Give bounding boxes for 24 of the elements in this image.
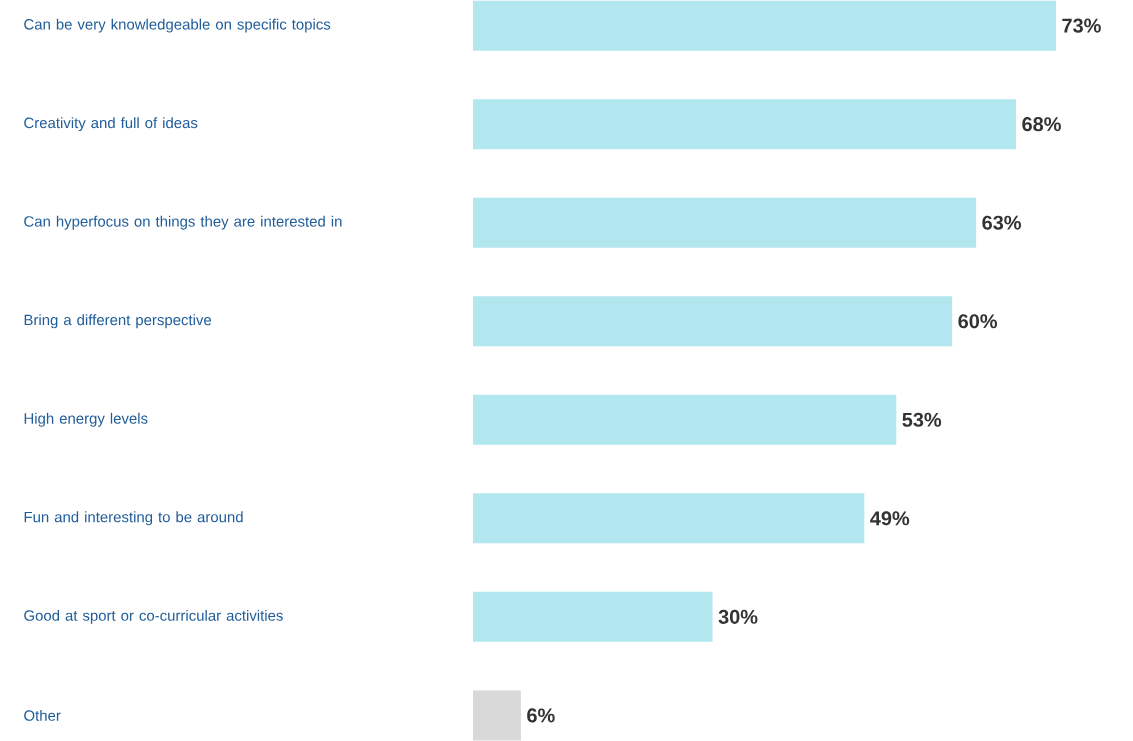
y-tick-label: Good at sport or co-curricular activities [24,609,283,624]
y-tick-label: High energy levels [24,412,148,427]
data-label: 73% [1062,18,1101,33]
bar [473,99,1017,150]
data-label: 49% [870,511,910,526]
bar [473,493,865,544]
data-label: 6% [527,708,555,723]
data-label: 63% [982,215,1021,230]
data-label: 68% [1022,117,1061,132]
data-label: 60% [958,314,998,329]
bar [473,197,977,248]
y-tick-label: Bring a different perspective [24,314,212,329]
bar [473,591,713,642]
bar [473,394,897,445]
bar [473,0,1056,51]
data-label: 53% [902,412,942,427]
y-tick-label: Other [24,709,61,721]
y-tick-label: Creativity and full of ideas [24,117,198,132]
y-tick-label: Can be very knowledgeable on specific topics [24,18,331,33]
bar [473,296,953,347]
bar [473,690,521,741]
y-tick-label: Can hyperfocus on things they are interested in [24,215,342,230]
y-tick-label: Fun and interesting to be around [24,511,243,526]
data-label: 30% [718,609,758,624]
